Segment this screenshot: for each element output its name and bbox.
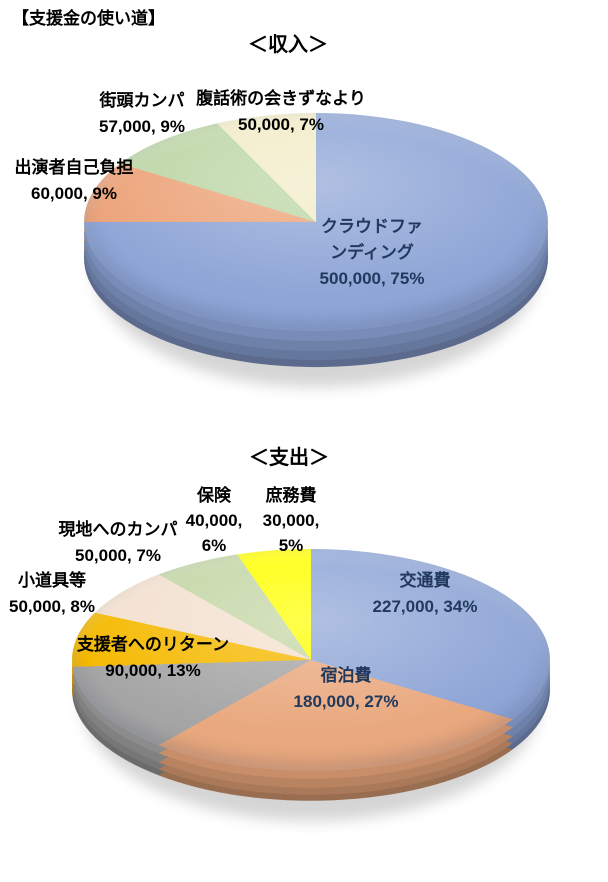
callout-shutsuensha: 出演者自己負担 60,000, 9% bbox=[15, 155, 134, 207]
slice-label: 出演者自己負担 bbox=[14, 158, 134, 177]
pie-top-surface bbox=[72, 549, 550, 771]
page-title: 【支援金の使い道】 bbox=[12, 9, 165, 28]
slice-value: 50,000, 8% bbox=[8, 597, 96, 616]
slice-value: 180,000, 27% bbox=[293, 692, 399, 711]
slice-label: ンディング bbox=[330, 243, 414, 262]
slice-value: 6% bbox=[201, 536, 227, 555]
slice-value: 5% bbox=[278, 536, 304, 555]
slice-value: 50,000, 7% bbox=[74, 546, 161, 565]
slice-label: 交通費 bbox=[399, 571, 451, 590]
income-pie-chart bbox=[84, 113, 548, 388]
callout-shukuhakuhi: 宿泊費 180,000, 27% bbox=[294, 663, 399, 715]
callout-genchi-kanpa: 現地へのカンパ 50,000, 7% bbox=[59, 517, 178, 569]
slice-label: 保険 bbox=[196, 486, 231, 505]
slice-label: 現地へのカンパ bbox=[58, 520, 178, 539]
slice-value: 57,000, 9% bbox=[98, 117, 186, 136]
slice-value: 40,000, bbox=[185, 511, 243, 530]
callout-shomuhi: 庶務費 30,000, 5% bbox=[263, 483, 320, 558]
callout-hoken: 保険 40,000, 6% bbox=[186, 483, 243, 558]
slice-label: 宿泊費 bbox=[320, 666, 372, 685]
callout-fukuwajutsu: 腹話術の会きずなより 50,000, 7% bbox=[196, 86, 366, 138]
callout-kotsuhi: 交通費 227,000, 34% bbox=[373, 568, 478, 620]
slice-value: 60,000, 9% bbox=[30, 184, 117, 203]
slice-value: 227,000, 34% bbox=[372, 597, 478, 616]
expenses-pie-chart bbox=[72, 549, 550, 822]
slice-value: 50,000, 7% bbox=[237, 115, 325, 134]
slice-label: クラウドファ bbox=[320, 217, 423, 236]
slice-label: 腹話術の会きずなより bbox=[196, 89, 366, 108]
slice-value: 500,000, 75% bbox=[319, 269, 425, 288]
slice-value: 30,000, bbox=[262, 511, 320, 530]
income-chart-title: ＜収入＞ bbox=[248, 34, 328, 56]
slice-label: 支援者へのリターン bbox=[76, 635, 230, 654]
pie-top-surface bbox=[84, 113, 548, 332]
callout-return: 支援者へのリターン 90,000, 13% bbox=[77, 632, 229, 684]
callout-gaito-kanpa: 街頭カンパ 57,000, 9% bbox=[99, 88, 185, 140]
slice-label: 小道具等 bbox=[17, 571, 86, 590]
expenses-chart-title: ＜支出＞ bbox=[249, 447, 329, 469]
slice-label: 街頭カンパ bbox=[99, 91, 185, 110]
slice-value: 90,000, 13% bbox=[105, 661, 201, 680]
callout-kodogu: 小道具等 50,000, 8% bbox=[9, 568, 95, 620]
slice-label: 庶務費 bbox=[265, 486, 317, 505]
callout-crowdfunding: クラウドファ ンディング 500,000, 75% bbox=[320, 214, 425, 292]
